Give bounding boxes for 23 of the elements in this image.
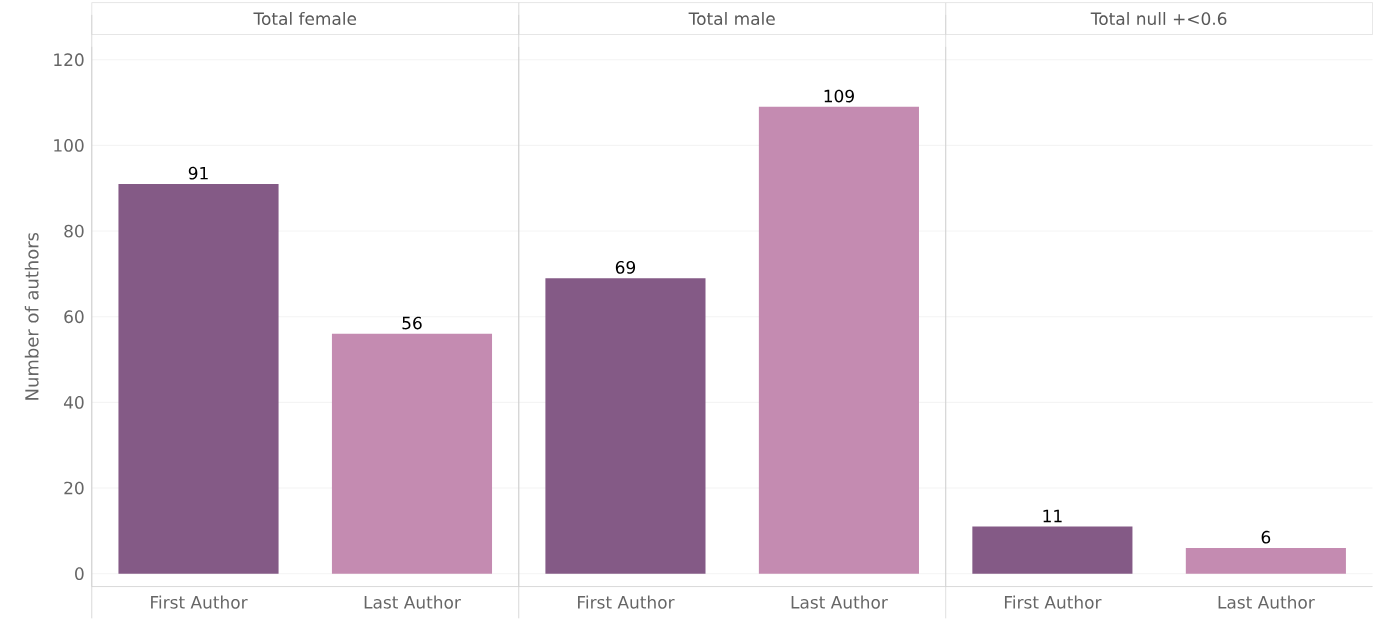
data-label: 69 <box>615 261 636 274</box>
x-tick-label: Last Author <box>791 595 888 609</box>
data-label: 56 <box>402 316 422 330</box>
y-tick-label: 20 <box>64 481 84 495</box>
y-tick-label: 120 <box>54 53 84 67</box>
chart-title: Total female <box>253 12 357 26</box>
x-tick-label: Last Author <box>364 595 461 609</box>
y-tick-label: 100 <box>54 139 84 152</box>
y-tick-label: 80 <box>64 224 84 238</box>
x-tick-label: First Author <box>1004 595 1102 609</box>
y-axis-title: Number of authors <box>24 232 39 400</box>
y-tick-label: 0 <box>75 567 84 581</box>
data-label: 91 <box>188 166 208 180</box>
chart-title: Total null +<0.6 <box>1090 12 1227 26</box>
chart-title: Total male <box>688 12 775 26</box>
data-label: 6 <box>1261 530 1271 544</box>
x-tick-label: First Author <box>578 595 675 609</box>
data-label: 109 <box>824 89 854 103</box>
x-tick-label: First Author <box>151 595 248 609</box>
y-tick-label: 60 <box>64 310 84 324</box>
y-tick-label: 40 <box>63 396 84 409</box>
x-tick-label: Last Author <box>1218 595 1315 609</box>
data-label: 11 <box>1043 509 1062 523</box>
